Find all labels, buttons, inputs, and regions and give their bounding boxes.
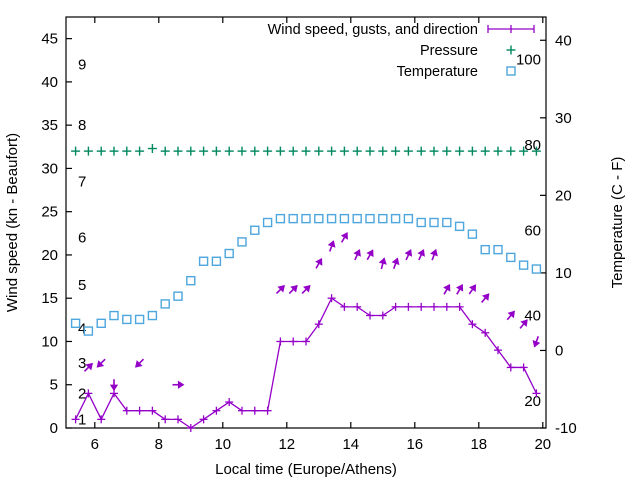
data-series-group xyxy=(70,144,542,432)
beaufort-label: 3 xyxy=(78,355,86,372)
y-tick-label: 30 xyxy=(41,160,58,177)
y2-tick-label: 30 xyxy=(555,110,572,127)
x-tick-label: 8 xyxy=(155,436,163,453)
series-1 xyxy=(83,232,541,392)
wind-speed-line xyxy=(75,297,537,429)
y-axis-ticks: 0 5 10 15 20 25 30 35 40 45 xyxy=(41,31,72,437)
y-axis-title: Wind speed (kn - Beaufort) xyxy=(4,133,21,312)
fahrenheit-label: 20 xyxy=(524,393,541,410)
plot-frame xyxy=(65,16,547,429)
x-tick-label: 14 xyxy=(342,436,359,453)
beaufort-label: 8 xyxy=(78,117,86,134)
beaufort-label: 4 xyxy=(78,320,86,337)
beaufort-label: 6 xyxy=(78,230,86,247)
x-tick-label: 18 xyxy=(470,436,487,453)
beaufort-label: 5 xyxy=(78,277,86,294)
y-tick-label: 0 xyxy=(50,420,58,437)
beaufort-scale-labels: 1 2 3 4 5 6 7 8 9 xyxy=(78,57,86,429)
x-tick-label: 16 xyxy=(406,436,423,453)
fahrenheit-label: 40 xyxy=(524,308,541,325)
chart-legend: Wind speed, gusts, and direction Pressure… xyxy=(268,22,535,80)
series-3 xyxy=(70,213,542,336)
axis-titles: Local time (Europe/Athens) Wind speed (kn… xyxy=(4,133,626,478)
y2-axis-ticks: -10 0 10 20 30 40 xyxy=(540,32,577,437)
fahrenheit-label: 100 xyxy=(516,52,541,69)
legend-label: Temperature xyxy=(397,64,478,80)
y2-tick-label: 10 xyxy=(555,265,572,282)
x-tick-label: 12 xyxy=(278,436,295,453)
y-tick-label: 45 xyxy=(41,31,58,48)
y-tick-label: 15 xyxy=(41,290,58,307)
y2-axis-title: Temperature (C - F) xyxy=(609,157,626,289)
beaufort-label: 1 xyxy=(78,411,86,428)
y2-tick-label: -10 xyxy=(555,420,577,437)
legend-label: Wind speed, gusts, and direction xyxy=(268,22,478,38)
y-tick-label: 40 xyxy=(41,74,58,91)
beaufort-label: 7 xyxy=(78,173,86,190)
beaufort-label: 9 xyxy=(78,57,86,74)
y-tick-label: 25 xyxy=(41,204,58,221)
y2-tick-label: 40 xyxy=(555,32,572,49)
x-axis-title: Local time (Europe/Athens) xyxy=(215,461,397,478)
x-tick-label: 6 xyxy=(91,436,99,453)
y-tick-label: 5 xyxy=(50,377,58,394)
series-2 xyxy=(71,144,541,156)
beaufort-label: 2 xyxy=(78,385,86,402)
y-tick-label: 20 xyxy=(41,247,58,264)
x-tick-label: 10 xyxy=(214,436,231,453)
x-axis-ticks: 6 8 10 12 14 16 18 20 xyxy=(91,17,551,453)
y2-tick-label: 0 xyxy=(555,342,563,359)
legend-label: Pressure xyxy=(420,43,478,59)
y-tick-label: 10 xyxy=(41,333,58,350)
series-0 xyxy=(71,294,541,432)
fahrenheit-label: 60 xyxy=(524,222,541,239)
y2-tick-label: 20 xyxy=(555,187,572,204)
y-tick-label: 35 xyxy=(41,117,58,134)
x-tick-label: 20 xyxy=(534,436,551,453)
